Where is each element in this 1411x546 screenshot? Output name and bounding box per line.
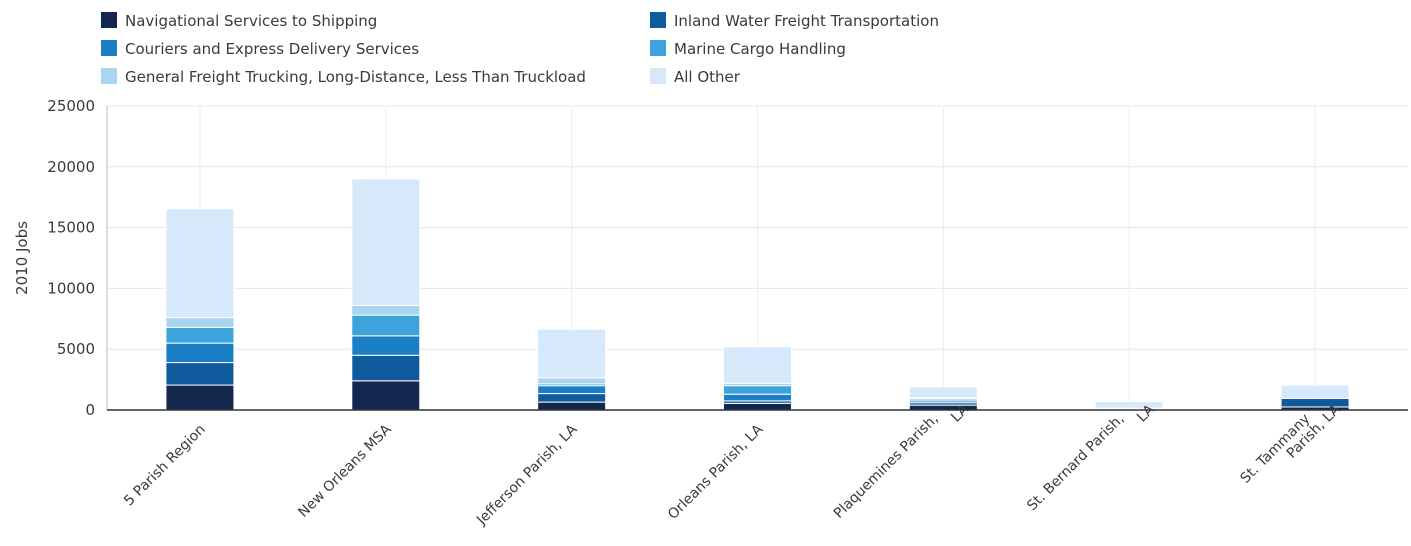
legend-swatch <box>101 40 117 56</box>
x-tick-label: Orleans Parish, LA <box>665 421 767 523</box>
x-tick-label: Jefferson Parish, LA <box>473 421 581 529</box>
y-axis-title: 2010 Jobs <box>13 221 31 295</box>
bar-segment[interactable] <box>537 385 607 395</box>
x-tick-label: New Orleans MSA <box>295 421 394 520</box>
bar-segment[interactable] <box>723 346 792 384</box>
bar-segment[interactable] <box>165 317 235 328</box>
y-axis: 0 5000 10000 15000 20000 25000 <box>47 97 108 419</box>
bar-segment[interactable] <box>165 342 235 364</box>
bar-segment[interactable] <box>351 354 421 382</box>
y-tick-label: 5000 <box>57 340 95 358</box>
x-tick-label-line: Orleans Parish, LA <box>665 421 767 523</box>
legend-label[interactable]: All Other <box>674 68 741 86</box>
y-tick-label: 20000 <box>47 158 95 176</box>
bar-segment[interactable] <box>723 385 792 395</box>
legend-label[interactable]: Marine Cargo Handling <box>674 40 846 58</box>
bar-segment[interactable] <box>1094 400 1164 409</box>
legend-label[interactable]: General Freight Trucking, Long-Distance,… <box>125 68 586 86</box>
y-tick-label: 15000 <box>47 219 95 237</box>
bar-segment[interactable] <box>351 314 421 337</box>
legend-label[interactable]: Navigational Services to Shipping <box>125 12 377 30</box>
bar-segment[interactable] <box>1280 384 1350 399</box>
x-tick-label-line: St. Bernard Parish, <box>1024 411 1127 514</box>
x-tick-label-line: Jefferson Parish, LA <box>473 421 581 529</box>
gridlines <box>107 105 1408 410</box>
x-tick-label: Plaquemines Parish, LA <box>831 391 973 533</box>
x-axis: 5 Parish Region New Orleans MSA Jefferson … <box>107 391 1408 533</box>
bar-segment[interactable] <box>537 377 607 385</box>
bar-segment[interactable] <box>537 401 607 411</box>
bar-segment[interactable] <box>165 326 235 344</box>
bar-segment[interactable] <box>351 178 421 306</box>
bar-segment[interactable] <box>165 384 235 411</box>
x-tick-label: 5 Parish Region <box>121 422 209 510</box>
y-tick-label: 10000 <box>47 279 95 297</box>
bar-segment[interactable] <box>165 362 235 386</box>
bars <box>165 178 1350 411</box>
bar-segment[interactable] <box>537 393 607 403</box>
bar-segment[interactable] <box>908 386 978 399</box>
legend-swatch <box>101 68 117 84</box>
legend-label[interactable]: Couriers and Express Delivery Services <box>125 40 419 58</box>
x-tick-label-line: New Orleans MSA <box>295 421 394 520</box>
legend-swatch <box>650 12 666 28</box>
bar-segment[interactable] <box>537 328 607 379</box>
bar-segment[interactable] <box>351 304 421 316</box>
bar-segment[interactable] <box>723 393 792 402</box>
x-tick-label-line: 5 Parish Region <box>121 422 209 510</box>
bar-segment[interactable] <box>351 335 421 356</box>
legend-swatch <box>650 68 666 84</box>
y-tick-label: 25000 <box>47 97 95 115</box>
x-tick-label-line: Plaquemines Parish, <box>831 411 942 522</box>
y-tick-label: 0 <box>85 401 95 419</box>
bar-segment[interactable] <box>723 402 792 411</box>
legend: Navigational Services to Shipping Inland … <box>101 12 939 86</box>
bar-segment[interactable] <box>1280 397 1350 408</box>
legend-swatch <box>101 12 117 28</box>
legend-swatch <box>650 40 666 56</box>
legend-label[interactable]: Inland Water Freight Transportation <box>674 12 939 30</box>
bar-segment[interactable] <box>351 380 421 411</box>
x-tick-label: St. Bernard Parish, LA <box>1024 391 1158 525</box>
bar-segment[interactable] <box>165 208 235 319</box>
